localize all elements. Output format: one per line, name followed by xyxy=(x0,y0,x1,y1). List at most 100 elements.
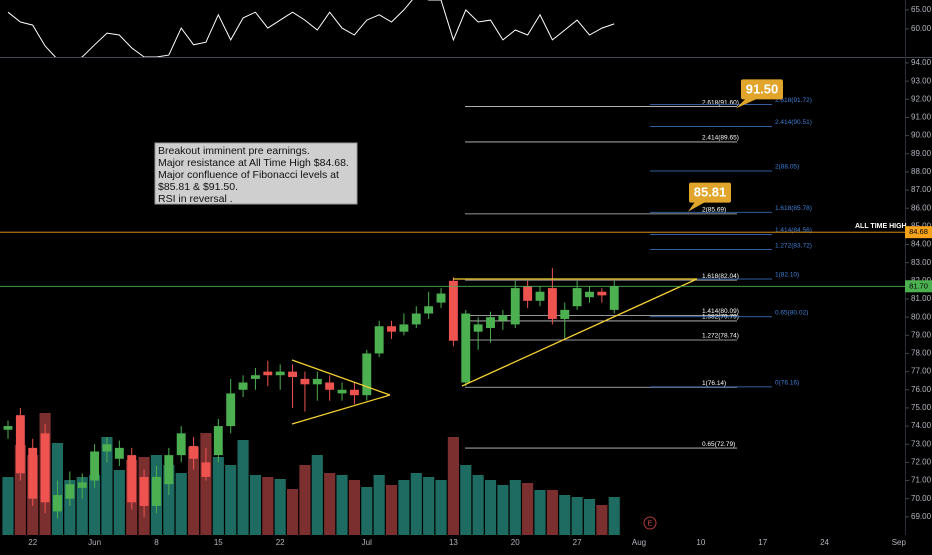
x-tick-label: 24 xyxy=(820,538,829,547)
volume-bar xyxy=(249,475,262,535)
x-tick-label: Jun xyxy=(88,538,101,547)
volume-bar xyxy=(200,433,212,535)
candle-body xyxy=(250,375,260,379)
fib-label: 1.414(80.09) xyxy=(702,308,739,315)
fib-label: 2(85.69) xyxy=(702,207,726,214)
price-axis-marker xyxy=(905,280,932,293)
volume-bar xyxy=(361,487,373,535)
candle-body xyxy=(15,415,25,474)
fib-layer: 2.618(91.60) 2.414(89.65) 2(85.69) 1.618(82… xyxy=(465,97,812,449)
trend-line xyxy=(291,359,391,396)
candle-body xyxy=(263,371,273,376)
trend-line xyxy=(291,394,391,425)
volume-bar xyxy=(472,475,484,535)
candle-body xyxy=(572,288,582,307)
note-line: RSI in reversal . xyxy=(158,193,233,205)
note-box xyxy=(154,142,358,205)
volume-bar xyxy=(113,470,125,535)
volume-bar xyxy=(311,455,323,535)
volume-bar xyxy=(546,490,558,535)
fib-label: 1.618(85.78) xyxy=(775,205,812,212)
price-axis-marker-label: 84.68 xyxy=(909,227,928,236)
volume-bar xyxy=(534,490,546,535)
y-tick-label: 90.00 xyxy=(911,131,932,140)
callout-box xyxy=(741,79,783,100)
y-tick-label: 79.00 xyxy=(911,330,932,339)
y-tick-label: 74.00 xyxy=(911,421,932,430)
candle-body xyxy=(510,288,520,325)
candle-body xyxy=(498,315,508,321)
price-axis-marker xyxy=(905,226,932,239)
rsi-tick-label: 65.00 xyxy=(911,5,932,14)
candle-body xyxy=(362,353,372,396)
candle-body xyxy=(585,291,594,298)
rsi-pane xyxy=(7,0,615,57)
y-tick-label: 69.00 xyxy=(911,512,932,521)
note-line: Major resistance at All Time High $84.68… xyxy=(158,157,349,169)
x-tick-label: 13 xyxy=(449,538,458,547)
candle-body xyxy=(436,293,446,303)
y-tick-label: 86.00 xyxy=(911,203,932,212)
x-tick-label: 20 xyxy=(511,538,520,547)
candle-body xyxy=(127,455,137,503)
y-tick-label: 77.00 xyxy=(911,367,932,376)
y-tick-label: 72.00 xyxy=(911,457,932,466)
fib-label: 0(76.16) xyxy=(775,380,799,387)
volume-bar xyxy=(484,480,497,535)
fib-label: 2.414(89.65) xyxy=(702,135,739,142)
annotation-layer: ALL TIME HIGH 85.81 91.50 Breakout imminent… xyxy=(0,79,907,287)
candle-body xyxy=(486,317,495,329)
callout-label: 91.50 xyxy=(746,81,779,96)
candle-body xyxy=(411,313,421,325)
candle-body xyxy=(28,447,38,499)
candle-body xyxy=(387,326,396,332)
rsi-tick-label: 60.00 xyxy=(911,24,932,33)
candle-body xyxy=(90,451,100,481)
y-tick-label: 85.00 xyxy=(911,221,932,230)
volume-bar xyxy=(348,480,360,535)
candle-body xyxy=(473,324,483,332)
candle-body xyxy=(102,444,112,452)
fib-label: 0.65(80.02) xyxy=(775,310,808,317)
volume-bar xyxy=(262,477,274,535)
earnings-label: E xyxy=(648,520,653,527)
rsi-line xyxy=(7,0,615,57)
y-tick-label: 94.00 xyxy=(911,58,932,67)
volume-bar xyxy=(101,437,113,535)
fib-label: 1.272(78.74) xyxy=(702,333,739,340)
volume-bar xyxy=(497,485,509,535)
volume-bar xyxy=(583,499,596,535)
volume-bar xyxy=(410,473,422,535)
volume-bar xyxy=(596,505,608,535)
price-axis-marker-label: 81.70 xyxy=(909,281,928,290)
trend-line xyxy=(461,278,698,387)
volume-bar xyxy=(237,440,249,535)
earnings-icon xyxy=(643,516,657,530)
candle-body xyxy=(461,313,471,383)
volume-bar xyxy=(274,479,286,535)
candle-body xyxy=(139,476,149,506)
volume-bar xyxy=(225,465,237,535)
volume-bar xyxy=(336,475,348,535)
y-tick-label: 75.00 xyxy=(911,403,932,412)
candle-body xyxy=(213,426,223,456)
note-line: Breakout imminent pre earnings. xyxy=(158,145,310,157)
candle-body xyxy=(77,482,87,488)
y-tick-label: 88.00 xyxy=(911,167,932,176)
candle-body xyxy=(337,389,347,394)
volume-bar xyxy=(559,495,571,535)
volume-bar xyxy=(373,475,385,535)
y-tick-label: 89.00 xyxy=(911,149,932,158)
callout-box xyxy=(689,182,731,203)
volume-bar xyxy=(286,489,299,535)
x-tick-label: 22 xyxy=(276,538,285,547)
fib-label: 1(76.14) xyxy=(702,380,726,387)
y-tick-label: 83.00 xyxy=(911,258,932,267)
y-tick-label: 91.00 xyxy=(911,113,932,122)
volume-bar xyxy=(163,465,175,535)
x-tick-label: 8 xyxy=(154,538,159,547)
axis-layer: 69.00 70.00 71.00 72.00 73.00 74.00 75.00 76.00… xyxy=(28,5,932,547)
volume-bar xyxy=(299,465,311,535)
y-tick-label: 76.00 xyxy=(911,385,932,394)
